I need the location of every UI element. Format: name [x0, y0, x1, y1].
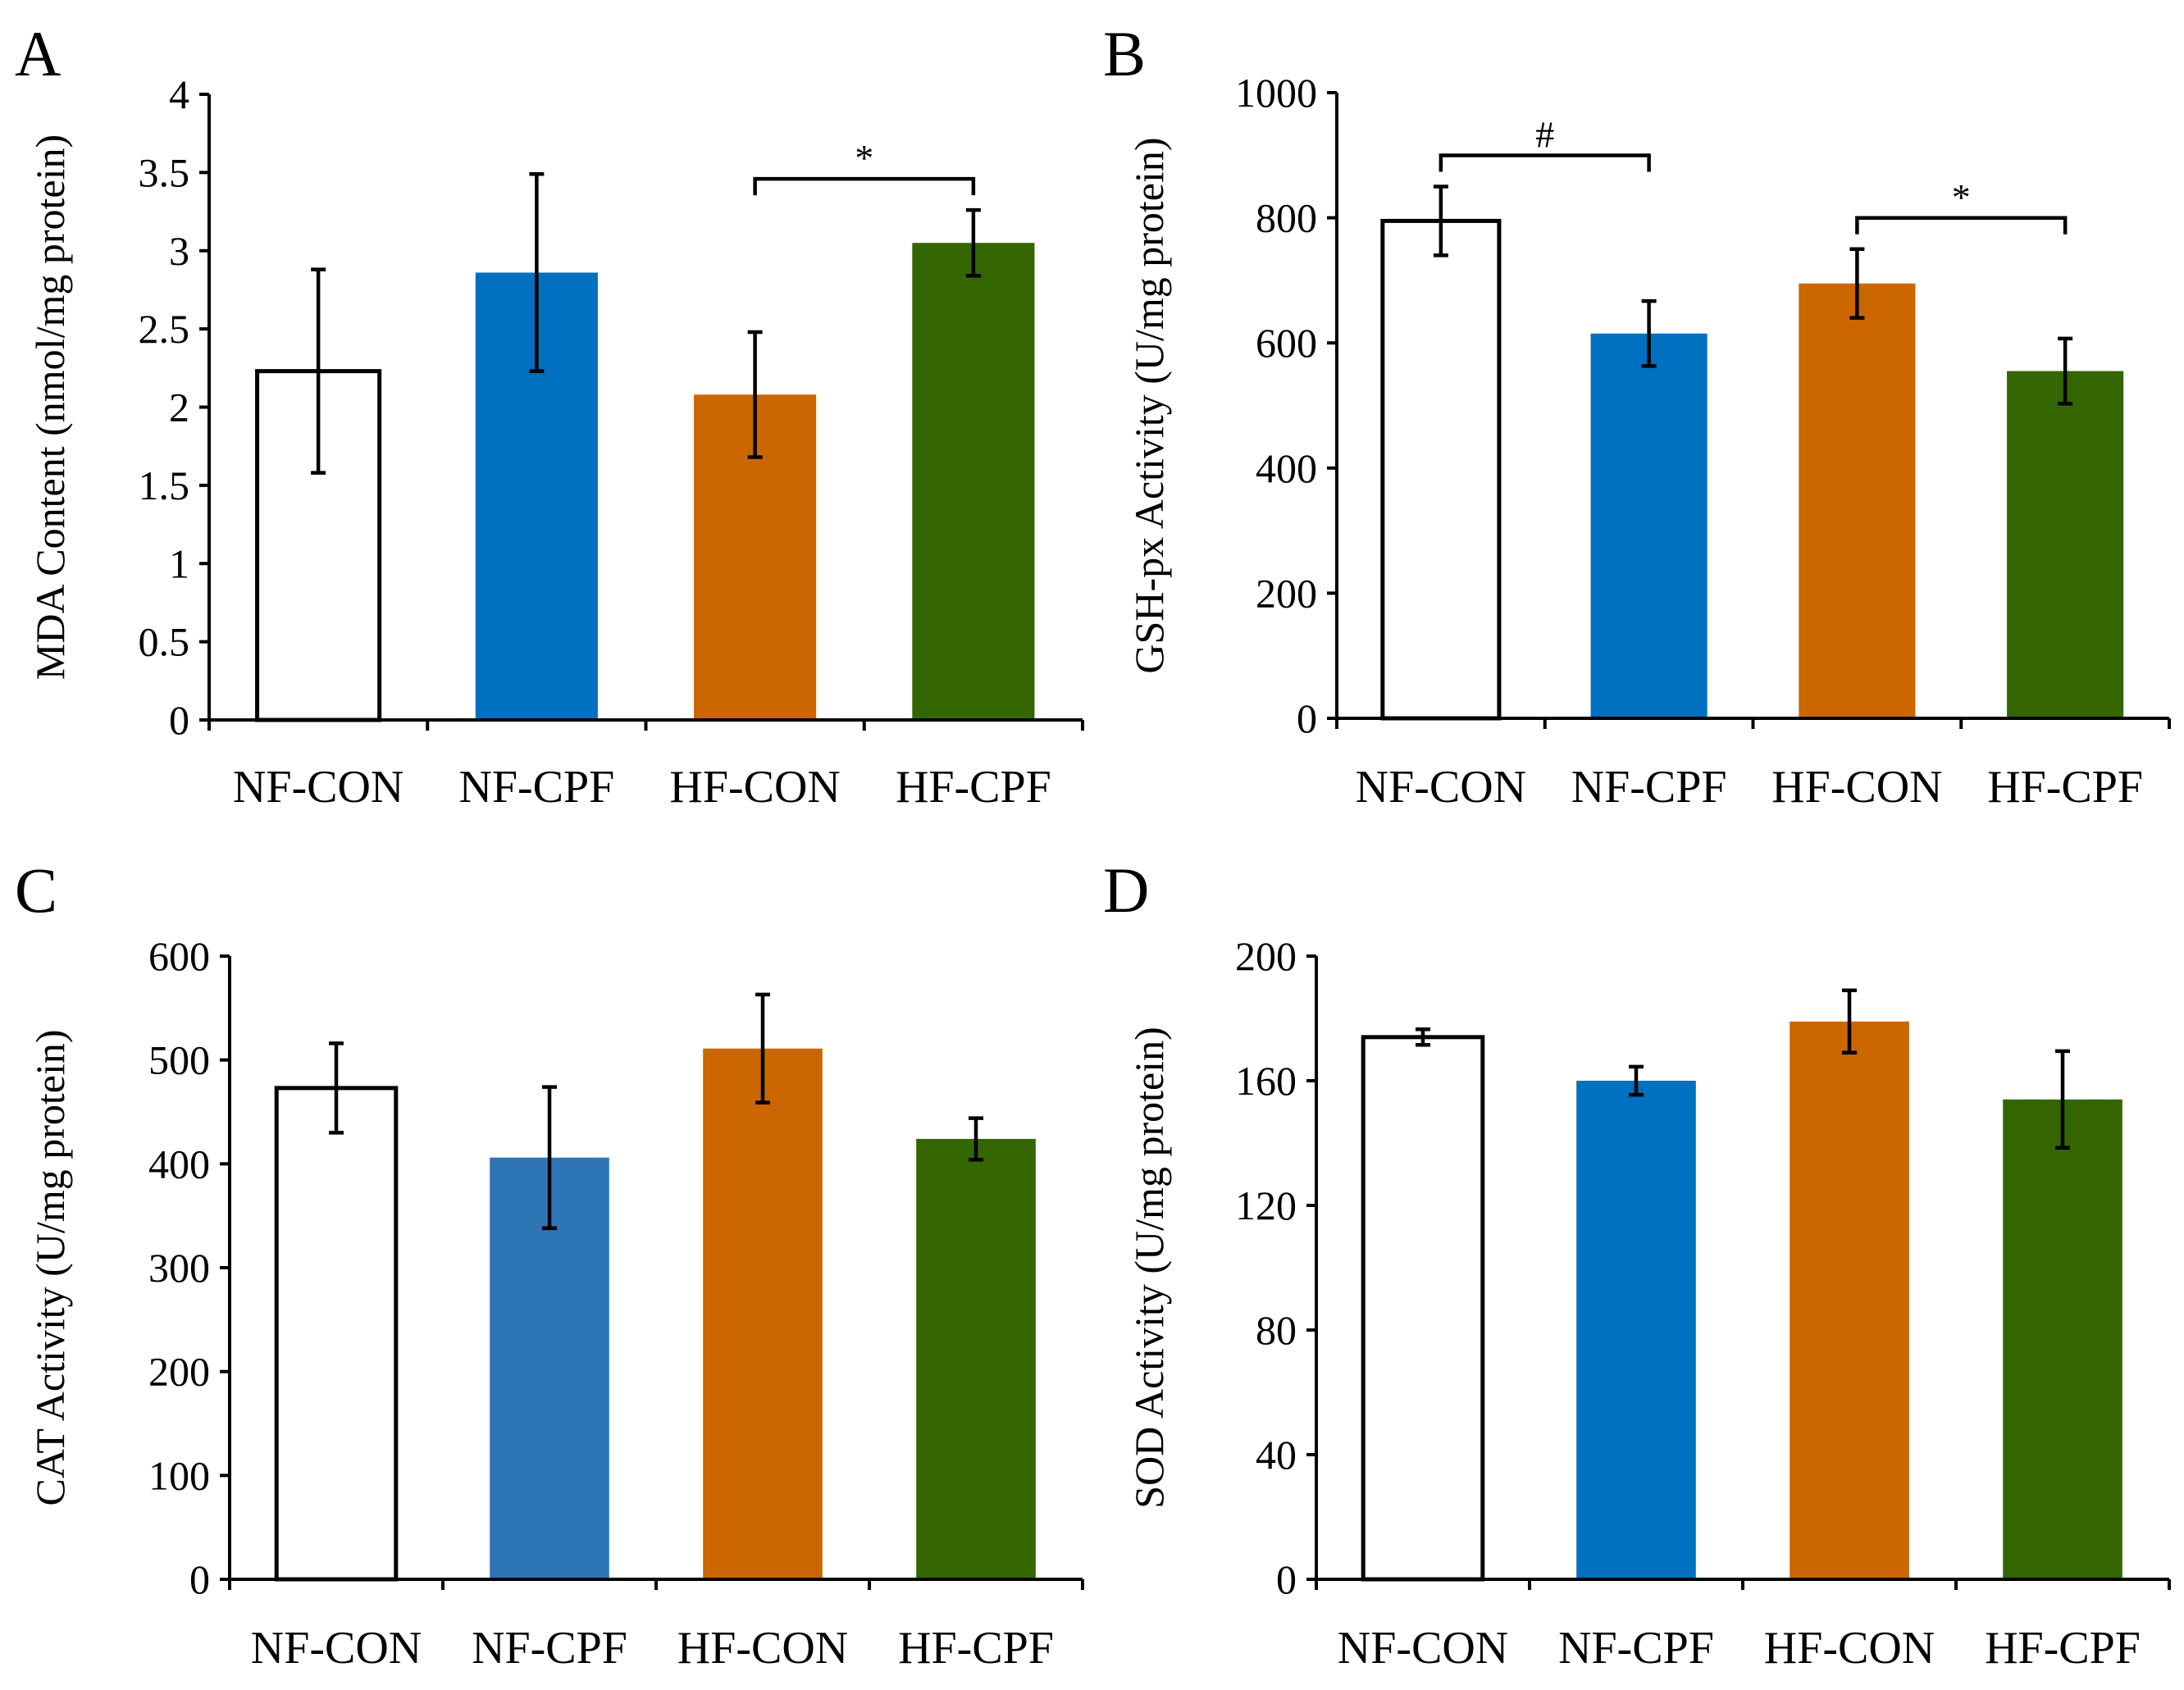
- bar-hf-cpf: [916, 1138, 1036, 1579]
- bar-hf-con: [1790, 1021, 1909, 1579]
- y-tick-label: 800: [1256, 195, 1317, 241]
- y-tick-label: 2.5: [139, 306, 190, 352]
- bar-hf-con: [703, 1048, 823, 1579]
- bar-nf-con: [1380, 218, 1502, 721]
- significance-marker: *: [1952, 176, 1971, 218]
- significance-bracket: [753, 176, 976, 196]
- x-tick-label-hf-cpf: HF-CPF: [896, 762, 1051, 813]
- y-tick-label: 120: [1235, 1182, 1297, 1228]
- chart-panel-c: C CAT Activity (U/mg protein) 0 100 200 300 40…: [15, 854, 1084, 1674]
- bar-hf-cpf: [2007, 371, 2124, 718]
- y-tick-label: 0: [1276, 1556, 1297, 1602]
- bar-nf-cpf: [1576, 1081, 1696, 1579]
- x-tick-label-hf-con: HF-CON: [1764, 1623, 1935, 1674]
- x-tick-label-hf-con: HF-CON: [1771, 762, 1942, 813]
- y-tick-label: 400: [148, 1141, 210, 1187]
- y-tick-label: 1000: [1235, 70, 1317, 116]
- x-tick-label-nf-cpf: NF-CPF: [1558, 1623, 1714, 1674]
- y-axis-label: GSH-px Activity (U/mg protein): [1126, 137, 1172, 673]
- chart-panel-a: A MDA Content (nmol/mg protein) 0 0.5 1 1.5 2 2…: [15, 18, 1084, 813]
- y-tick-label: 80: [1256, 1307, 1297, 1353]
- bar-hf-con: [1799, 283, 1916, 719]
- significance-marker: #: [1535, 113, 1554, 155]
- x-tick-label-hf-con: HF-CON: [669, 762, 840, 813]
- bar-hf-cpf: [912, 243, 1035, 720]
- y-tick-label: 600: [1256, 320, 1317, 366]
- significance-marker: *: [855, 137, 873, 179]
- y-tick-label: 0: [189, 1556, 210, 1602]
- chart-panel-d: D SOD Activity (U/mg protein) 0 40 80 120 160 2…: [1103, 854, 2171, 1674]
- chart-panel-b: B GSH-px Activity (U/mg protein) 0 200 400 60…: [1103, 18, 2171, 813]
- y-tick-label: 0.5: [139, 619, 190, 665]
- x-tick-label-nf-con: NF-CON: [1338, 1623, 1508, 1674]
- x-tick-label-hf-cpf: HF-CPF: [1985, 1623, 2141, 1674]
- y-tick-label: 500: [148, 1037, 210, 1083]
- x-tick-label-nf-con: NF-CON: [233, 762, 404, 813]
- x-tick-label-hf-con: HF-CON: [677, 1623, 848, 1674]
- bar-nf-con: [1361, 1035, 1485, 1582]
- x-tick-label-nf-cpf: NF-CPF: [458, 762, 614, 813]
- y-tick-label: 200: [1235, 933, 1297, 979]
- y-tick-label: 2: [169, 385, 189, 430]
- y-axis-label: MDA Content (nmol/mg protein): [27, 134, 73, 680]
- y-tick-label: 3.5: [139, 149, 190, 195]
- y-axis-label: CAT Activity (U/mg protein): [27, 1030, 73, 1506]
- significance-bracket: [1439, 153, 1651, 172]
- y-tick-label: 200: [1256, 570, 1317, 616]
- y-tick-label: 0: [1297, 695, 1317, 741]
- y-tick-label: 200: [148, 1349, 210, 1395]
- y-tick-label: 1.5: [139, 462, 190, 508]
- significance-bracket: [1855, 216, 2068, 235]
- y-tick-label: 4: [169, 71, 189, 117]
- x-tick-label-nf-con: NF-CON: [1356, 762, 1526, 813]
- x-tick-label-nf-cpf: NF-CPF: [1571, 762, 1727, 813]
- y-axis-label: SOD Activity (U/mg protein): [1126, 1027, 1172, 1508]
- bar-hf-cpf: [2003, 1099, 2122, 1579]
- panel-letter: B: [1103, 18, 1146, 89]
- bar-nf-con: [274, 1086, 399, 1582]
- bar-nf-cpf: [1590, 333, 1708, 718]
- y-tick-label: 300: [148, 1245, 210, 1291]
- y-tick-label: 40: [1256, 1432, 1297, 1478]
- panel-letter: C: [15, 854, 57, 926]
- y-tick-label: 0: [169, 697, 189, 743]
- x-tick-label-hf-cpf: HF-CPF: [1987, 762, 2143, 813]
- y-tick-label: 3: [169, 228, 189, 274]
- y-tick-label: 160: [1235, 1058, 1297, 1104]
- panel-letter: A: [15, 18, 61, 89]
- y-tick-label: 100: [148, 1452, 210, 1498]
- y-tick-label: 400: [1256, 445, 1317, 491]
- x-tick-label-hf-cpf: HF-CPF: [898, 1623, 1054, 1674]
- y-tick-label: 1: [169, 540, 189, 586]
- x-tick-label-nf-con: NF-CON: [251, 1623, 422, 1674]
- y-tick-label: 600: [148, 933, 210, 979]
- x-tick-label-nf-cpf: NF-CPF: [472, 1623, 627, 1674]
- panel-letter: D: [1103, 854, 1149, 926]
